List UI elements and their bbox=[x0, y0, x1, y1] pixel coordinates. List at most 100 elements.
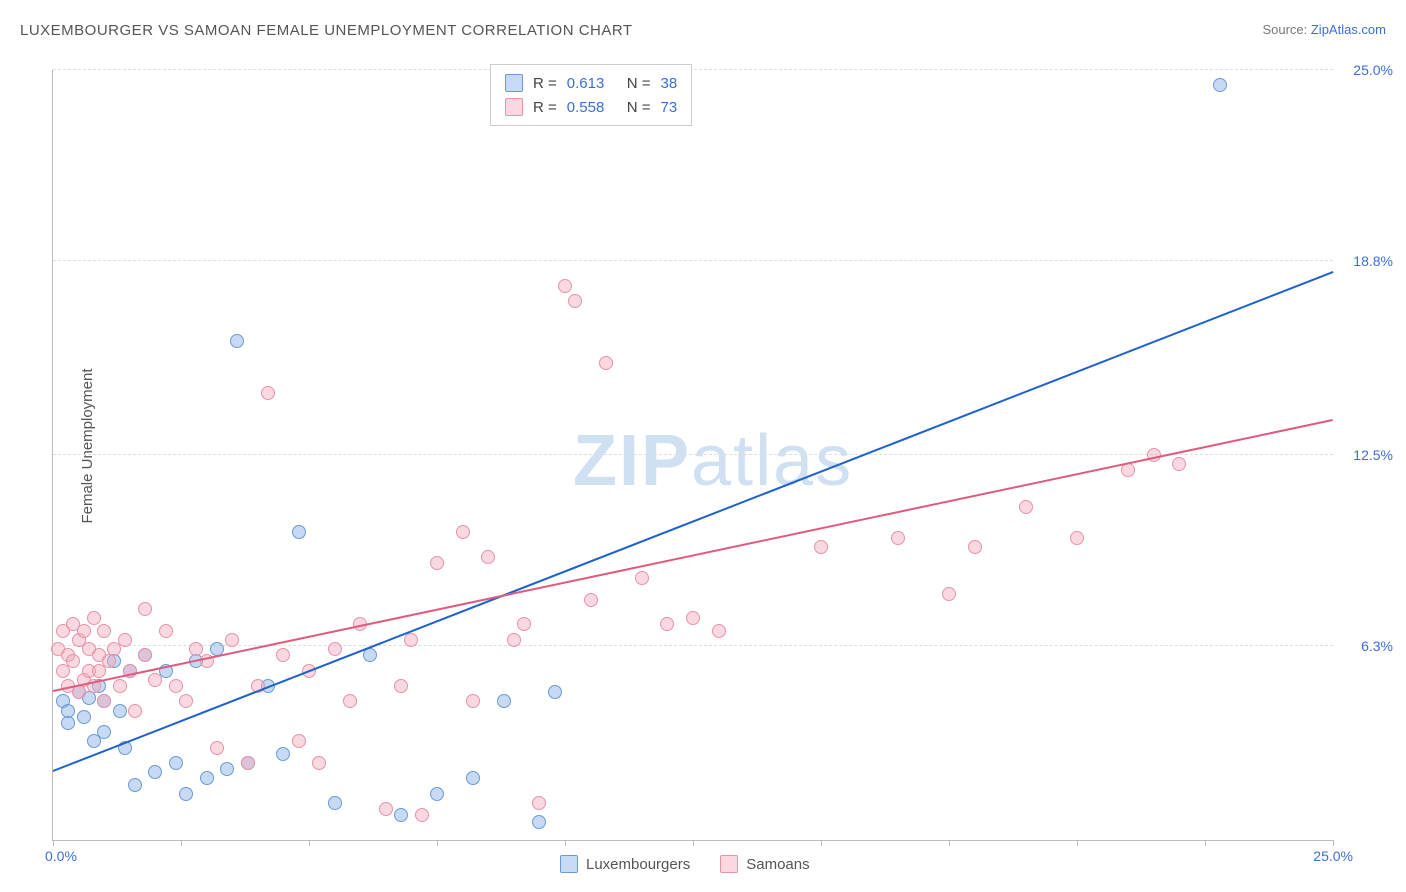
legend-r-label: R = bbox=[533, 75, 557, 92]
gridline bbox=[53, 454, 1333, 455]
data-point bbox=[466, 771, 480, 785]
data-point bbox=[548, 685, 562, 699]
data-point bbox=[77, 624, 91, 638]
data-point bbox=[225, 633, 239, 647]
legend-swatch bbox=[560, 855, 578, 873]
x-min-label: 0.0% bbox=[45, 848, 77, 864]
correlation-legend: R =0.613N =38R =0.558N =73 bbox=[490, 64, 692, 126]
data-point bbox=[814, 540, 828, 554]
series-legend: Luxembourgers Samoans bbox=[560, 855, 810, 873]
data-point bbox=[87, 611, 101, 625]
y-tick-label: 25.0% bbox=[1353, 62, 1393, 78]
x-tick bbox=[1333, 840, 1334, 846]
data-point bbox=[466, 694, 480, 708]
legend-series-name: Samoans bbox=[746, 856, 809, 873]
data-point bbox=[517, 617, 531, 631]
legend-n-label: N = bbox=[627, 75, 651, 92]
data-point bbox=[660, 617, 674, 631]
data-point bbox=[169, 756, 183, 770]
data-point bbox=[138, 602, 152, 616]
x-tick bbox=[821, 840, 822, 846]
data-point bbox=[61, 704, 75, 718]
data-point bbox=[942, 587, 956, 601]
data-point bbox=[430, 556, 444, 570]
x-tick bbox=[437, 840, 438, 846]
data-point bbox=[328, 796, 342, 810]
legend-swatch bbox=[505, 74, 523, 92]
watermark: ZIPatlas bbox=[573, 420, 853, 502]
legend-n-label: N = bbox=[627, 99, 651, 116]
chart-title: LUXEMBOURGER VS SAMOAN FEMALE UNEMPLOYME… bbox=[20, 22, 633, 39]
x-tick bbox=[309, 840, 310, 846]
data-point bbox=[97, 694, 111, 708]
data-point bbox=[118, 633, 132, 647]
data-point bbox=[97, 725, 111, 739]
data-point bbox=[138, 648, 152, 662]
y-tick-label: 18.8% bbox=[1353, 253, 1393, 269]
x-tick bbox=[949, 840, 950, 846]
y-tick-label: 6.3% bbox=[1361, 638, 1393, 654]
data-point bbox=[686, 611, 700, 625]
data-point bbox=[456, 525, 470, 539]
legend-item: Luxembourgers bbox=[560, 855, 690, 873]
data-point bbox=[532, 815, 546, 829]
data-point bbox=[276, 648, 290, 662]
x-max-label: 25.0% bbox=[1313, 848, 1353, 864]
x-tick bbox=[1205, 840, 1206, 846]
legend-r-value: 0.558 bbox=[567, 99, 617, 116]
data-point bbox=[584, 593, 598, 607]
data-point bbox=[1213, 78, 1227, 92]
data-point bbox=[128, 778, 142, 792]
x-tick bbox=[181, 840, 182, 846]
data-point bbox=[394, 808, 408, 822]
x-tick bbox=[1077, 840, 1078, 846]
data-point bbox=[363, 648, 377, 662]
data-point bbox=[77, 710, 91, 724]
data-point bbox=[179, 787, 193, 801]
y-tick-label: 12.5% bbox=[1353, 447, 1393, 463]
legend-row: R = 0.613 N = 38 bbox=[505, 71, 677, 95]
data-point bbox=[328, 642, 342, 656]
data-point bbox=[169, 679, 183, 693]
trend-line bbox=[53, 271, 1334, 772]
source-attribution: Source: ZipAtlas.com bbox=[1262, 22, 1386, 37]
data-point bbox=[102, 654, 116, 668]
data-point bbox=[1070, 531, 1084, 545]
data-point bbox=[497, 694, 511, 708]
data-point bbox=[394, 679, 408, 693]
data-point bbox=[481, 550, 495, 564]
x-tick bbox=[53, 840, 54, 846]
data-point bbox=[1019, 500, 1033, 514]
legend-item: Samoans bbox=[720, 855, 809, 873]
source-link[interactable]: ZipAtlas.com bbox=[1311, 22, 1386, 37]
data-point bbox=[312, 756, 326, 770]
data-point bbox=[210, 741, 224, 755]
data-point bbox=[179, 694, 193, 708]
data-point bbox=[379, 802, 393, 816]
data-point bbox=[261, 386, 275, 400]
scatter-plot-area: ZIPatlas 6.3%12.5%18.8%25.0%0.0%25.0% bbox=[52, 70, 1333, 841]
legend-n-value: 38 bbox=[661, 75, 678, 92]
gridline bbox=[53, 69, 1333, 70]
data-point bbox=[1121, 463, 1135, 477]
data-point bbox=[241, 756, 255, 770]
data-point bbox=[128, 704, 142, 718]
data-point bbox=[558, 279, 572, 293]
data-point bbox=[61, 716, 75, 730]
data-point bbox=[292, 525, 306, 539]
gridline bbox=[53, 260, 1333, 261]
legend-swatch bbox=[720, 855, 738, 873]
data-point bbox=[292, 734, 306, 748]
data-point bbox=[148, 673, 162, 687]
data-point bbox=[66, 654, 80, 668]
legend-swatch bbox=[505, 98, 523, 116]
source-prefix: Source: bbox=[1262, 22, 1310, 37]
data-point bbox=[599, 356, 613, 370]
legend-row: R =0.558N =73 bbox=[505, 95, 677, 119]
data-point bbox=[532, 796, 546, 810]
data-point bbox=[968, 540, 982, 554]
x-tick bbox=[693, 840, 694, 846]
legend-r-value: 0.613 bbox=[567, 75, 617, 92]
data-point bbox=[97, 624, 111, 638]
data-point bbox=[230, 334, 244, 348]
